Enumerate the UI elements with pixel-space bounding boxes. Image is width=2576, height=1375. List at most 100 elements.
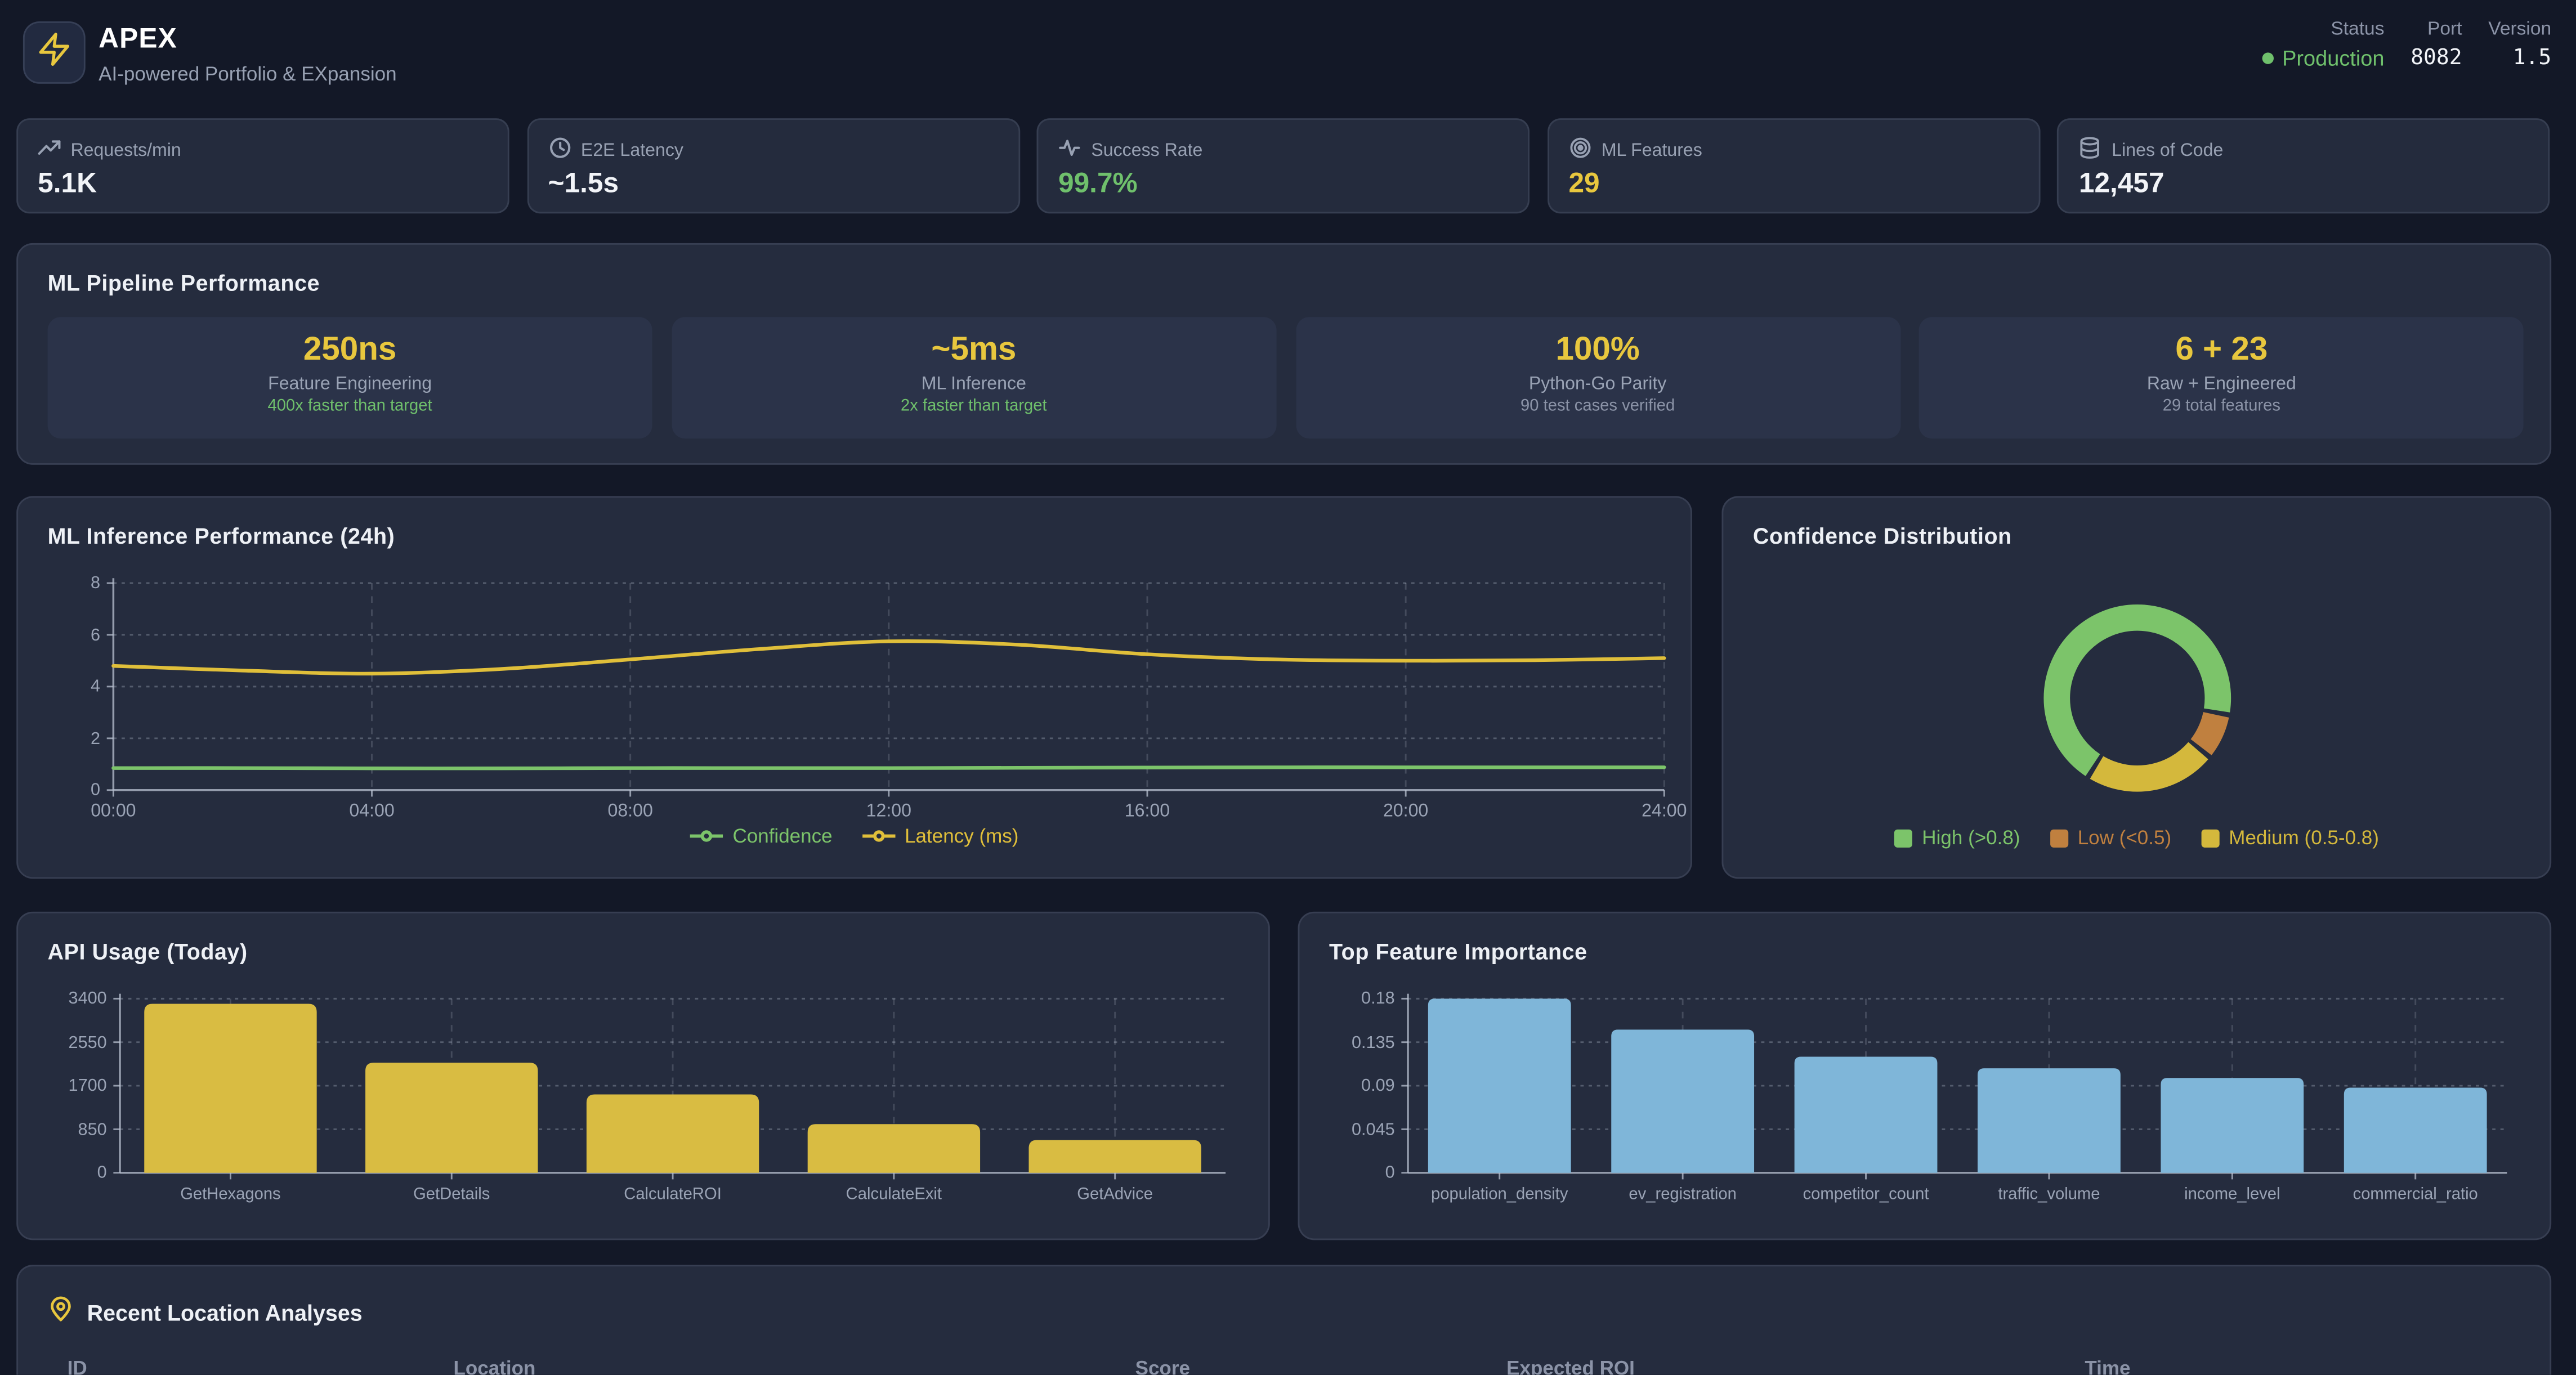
bar-category-label: GetDetails — [413, 1186, 490, 1204]
metric-label: ML Inference — [921, 374, 1026, 395]
y-tick-label: 0.045 — [1351, 1119, 1395, 1139]
status-badge: Production — [2262, 46, 2385, 71]
y-tick-label: 850 — [78, 1119, 107, 1139]
clock-icon — [548, 136, 571, 164]
legend-item-Confidence[interactable]: Confidence — [690, 825, 833, 848]
metric-value: ~5ms — [931, 332, 1017, 368]
stat-card-lines-of-code: Lines of Code 12,457 — [2057, 118, 2551, 214]
x-tick-label: 20:00 — [1383, 801, 1429, 822]
y-tick-label: 2550 — [68, 1032, 107, 1052]
legend-label: Medium (0.5-0.8) — [2229, 826, 2379, 849]
recent-analyses-header: Recent Location Analyses — [48, 1296, 363, 1331]
metric-raw-engineered: 6 + 23 Raw + Engineered 29 total feature… — [1919, 317, 2524, 439]
bar-category-label: CalculateROI — [624, 1186, 722, 1204]
stat-label: Success Rate — [1058, 136, 1202, 164]
x-tick-label: 12:00 — [866, 801, 912, 822]
metric-value: 100% — [1555, 332, 1640, 368]
bar-GetDetails — [365, 1063, 538, 1173]
port-value: 8082 — [2410, 46, 2462, 71]
feature_importance-svg — [1401, 993, 2507, 1180]
recent-analyses-panel: Recent Location Analyses ID Location Sco… — [16, 1265, 2552, 1375]
y-tick-label: 0 — [97, 1163, 107, 1183]
metric-python-go-parity: 100% Python-Go Parity 90 test cases veri… — [1295, 317, 1900, 439]
donut-chart-legend: High (>0.8) Low (<0.5) Medium (0.5-0.8) — [1723, 826, 2550, 849]
legend-item-High (>0.8)[interactable]: High (>0.8) — [1894, 826, 2020, 849]
bar-income_level — [2161, 1078, 2304, 1173]
stat-label: E2E Latency — [548, 136, 683, 164]
bar-traffic_volume — [1978, 1068, 2121, 1173]
version-block: Version 1.5 — [2488, 20, 2551, 70]
version-value: 1.5 — [2512, 46, 2552, 71]
metric-note: 2x faster than target — [901, 397, 1047, 416]
x-tick-label: 16:00 — [1124, 801, 1170, 822]
stat-value: 12,457 — [2078, 167, 2164, 199]
metric-label: Python-Go Parity — [1528, 374, 1667, 395]
stat-label: Requests/min — [38, 136, 181, 164]
metric-value: 250ns — [303, 332, 397, 368]
header-meta: Status Production Port 8082 Version 1.5 — [2262, 20, 2551, 70]
legend-item-Latency (ms)[interactable]: Latency (ms) — [862, 825, 1018, 848]
bar-category-label: commercial_ratio — [2353, 1186, 2478, 1204]
stat-value: 99.7% — [1058, 167, 1138, 199]
x-tick-label: 24:00 — [1642, 801, 1687, 822]
metric-note: 29 total features — [2162, 397, 2281, 416]
stat-label-text: Lines of Code — [2112, 140, 2224, 160]
activity-icon — [1058, 136, 1081, 164]
legend-swatch-icon — [2201, 828, 2219, 847]
y-tick-label: 2 — [90, 728, 101, 749]
line-chart-legend: Confidence Latency (ms) — [18, 825, 1690, 848]
target-icon — [1568, 136, 1591, 164]
bar-competitor_count — [1794, 1056, 1938, 1173]
metric-note: 400x faster than target — [267, 397, 432, 416]
y-tick-label: 4 — [90, 677, 101, 697]
stat-label: ML Features — [1568, 136, 1702, 164]
y-tick-label: 3400 — [68, 988, 107, 1009]
y-tick-label: 6 — [90, 625, 101, 645]
stat-card-ml-features: ML Features 29 — [1547, 118, 2041, 214]
x-tick-label: 08:00 — [607, 801, 653, 822]
bar-category-label: ev_registration — [1629, 1186, 1737, 1204]
bar-category-label: CalculateExit — [846, 1186, 942, 1204]
confidence-distribution-panel: Confidence Distribution High (>0.8) Low (… — [1721, 496, 2552, 879]
legend-marker-icon — [862, 830, 895, 842]
app-logo — [23, 21, 86, 84]
status-value: Production — [2282, 46, 2385, 71]
bar-ev_registration — [1611, 1029, 1755, 1173]
bar-category-label: GetAdvice — [1077, 1186, 1153, 1204]
y-tick-label: 0.09 — [1361, 1076, 1395, 1096]
y-tick-label: 1700 — [68, 1076, 107, 1096]
line-chart-svg — [106, 578, 1666, 797]
inference-performance-title: ML Inference Performance (24h) — [47, 523, 395, 549]
column-header-expected-roi: Expected ROI — [1506, 1356, 1635, 1375]
bar-population_density — [1428, 998, 1571, 1173]
map-pin-icon — [48, 1296, 74, 1331]
api_usage-svg — [113, 993, 1226, 1180]
legend-label: Low (<0.5) — [2077, 826, 2172, 849]
ml-pipeline-panel: ML Pipeline Performance 250ns Feature En… — [16, 243, 2552, 465]
status-block: Status Production — [2262, 20, 2385, 71]
legend-swatch-icon — [2050, 828, 2068, 847]
database-icon — [2079, 136, 2102, 164]
confidence-distribution-title: Confidence Distribution — [1752, 523, 2012, 549]
column-header-time: Time — [2085, 1356, 2131, 1375]
donut-chart-svg — [2043, 604, 2231, 792]
ml-pipeline-title: ML Pipeline Performance — [47, 271, 320, 296]
api-usage-title: API Usage (Today) — [47, 939, 248, 965]
stat-label-text: ML Features — [1601, 140, 1702, 160]
feature-importance-panel: Top Feature Importance 0 0.045 0.09 0.135 0.… — [1298, 911, 2552, 1240]
donut-segment-High (>0.8) — [2043, 604, 2231, 776]
metric-label: Feature Engineering — [268, 374, 432, 395]
metric-feature-engineering: 250ns Feature Engineering 400x faster th… — [47, 317, 652, 439]
y-tick-label: 8 — [90, 573, 101, 593]
feature-importance-title: Top Feature Importance — [1329, 939, 1587, 965]
legend-label: High (>0.8) — [1922, 826, 2020, 849]
metric-note: 90 test cases verified — [1520, 397, 1675, 416]
legend-item-Low (<0.5)[interactable]: Low (<0.5) — [2050, 826, 2171, 849]
app-title: APEX — [99, 23, 177, 55]
api-usage-panel: API Usage (Today) 0 850 1700 2550 3400 GetHex… — [16, 911, 1270, 1240]
bar-CalculateExit — [807, 1124, 981, 1173]
column-header-id: ID — [67, 1356, 87, 1375]
series-Latency (ms) — [111, 639, 1666, 676]
legend-item-Medium (0.5-0.8)[interactable]: Medium (0.5-0.8) — [2201, 826, 2379, 849]
